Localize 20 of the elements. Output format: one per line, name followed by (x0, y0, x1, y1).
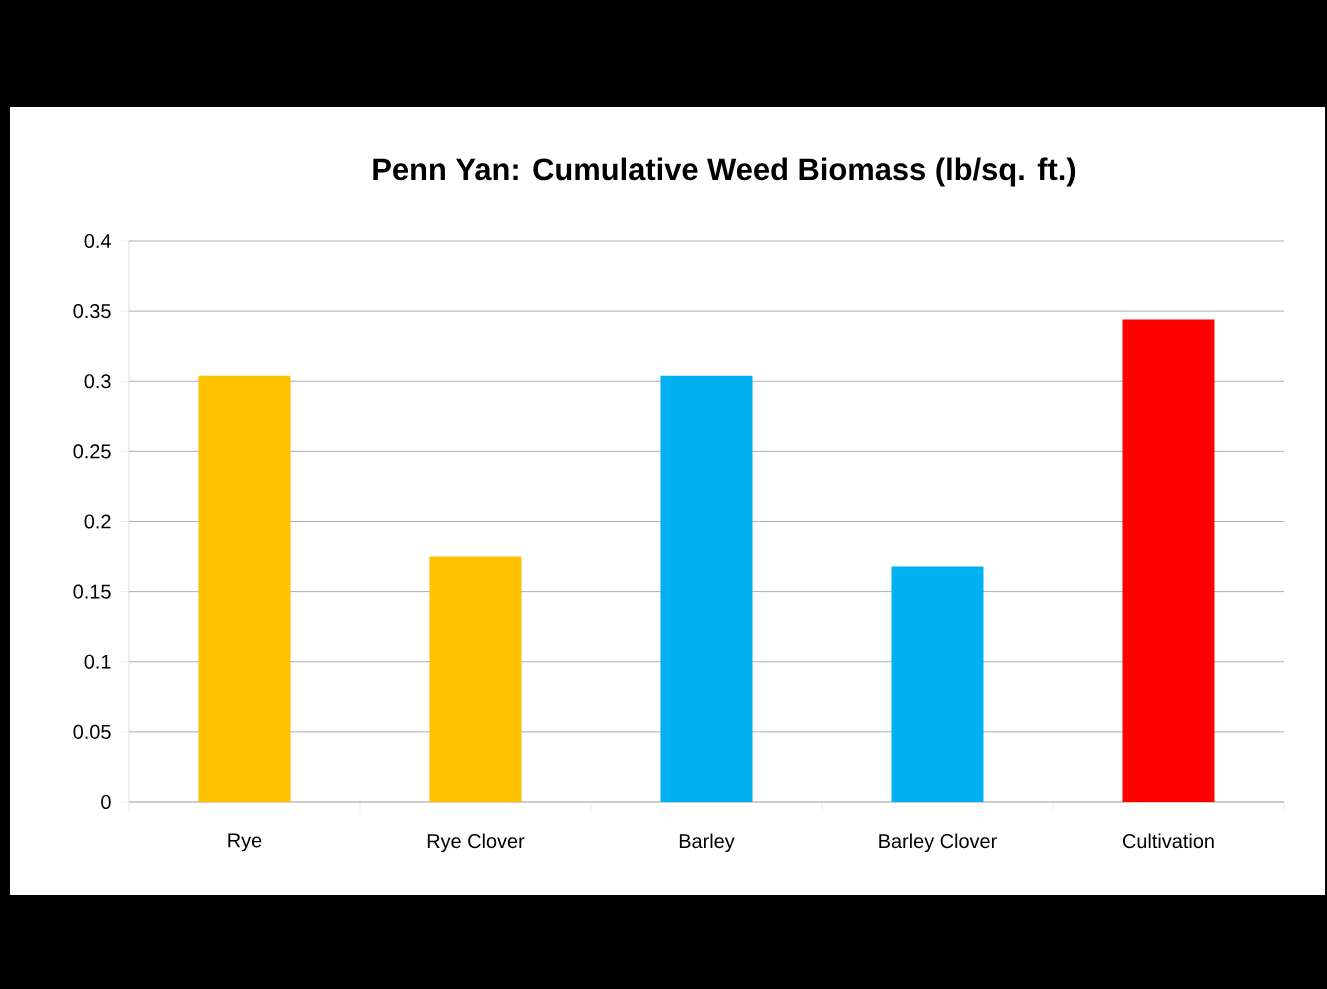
y-tick-label: 0.35 (73, 304, 111, 319)
y-tick-label: 0.1 (84, 654, 111, 669)
y-tick-label: 0.2 (84, 514, 111, 529)
x-tick-label: Cultivation (1122, 833, 1214, 849)
x-tick-label: Rye Clover (427, 833, 525, 853)
y-tick-label: 0.4 (84, 233, 111, 249)
bar (660, 375, 753, 802)
chart-title: Penn Yan: Cumulative Weed Biomass (lb/sq. ft.) (373, 157, 1076, 187)
y-tick-label: 0.3 (84, 374, 111, 389)
x-tick-label: Barley (679, 833, 735, 853)
y-tick-label: 0.25 (73, 444, 111, 459)
bar (198, 375, 291, 802)
x-tick-label: Barley Clover (879, 833, 997, 853)
y-tick-label: 0 (101, 794, 111, 810)
bar (429, 556, 522, 802)
y-tick-label: 0.15 (73, 584, 111, 599)
bar (891, 566, 984, 802)
bar (1122, 319, 1215, 802)
x-tick-label: Rye (228, 833, 262, 852)
y-tick-label: 0.05 (73, 724, 111, 739)
